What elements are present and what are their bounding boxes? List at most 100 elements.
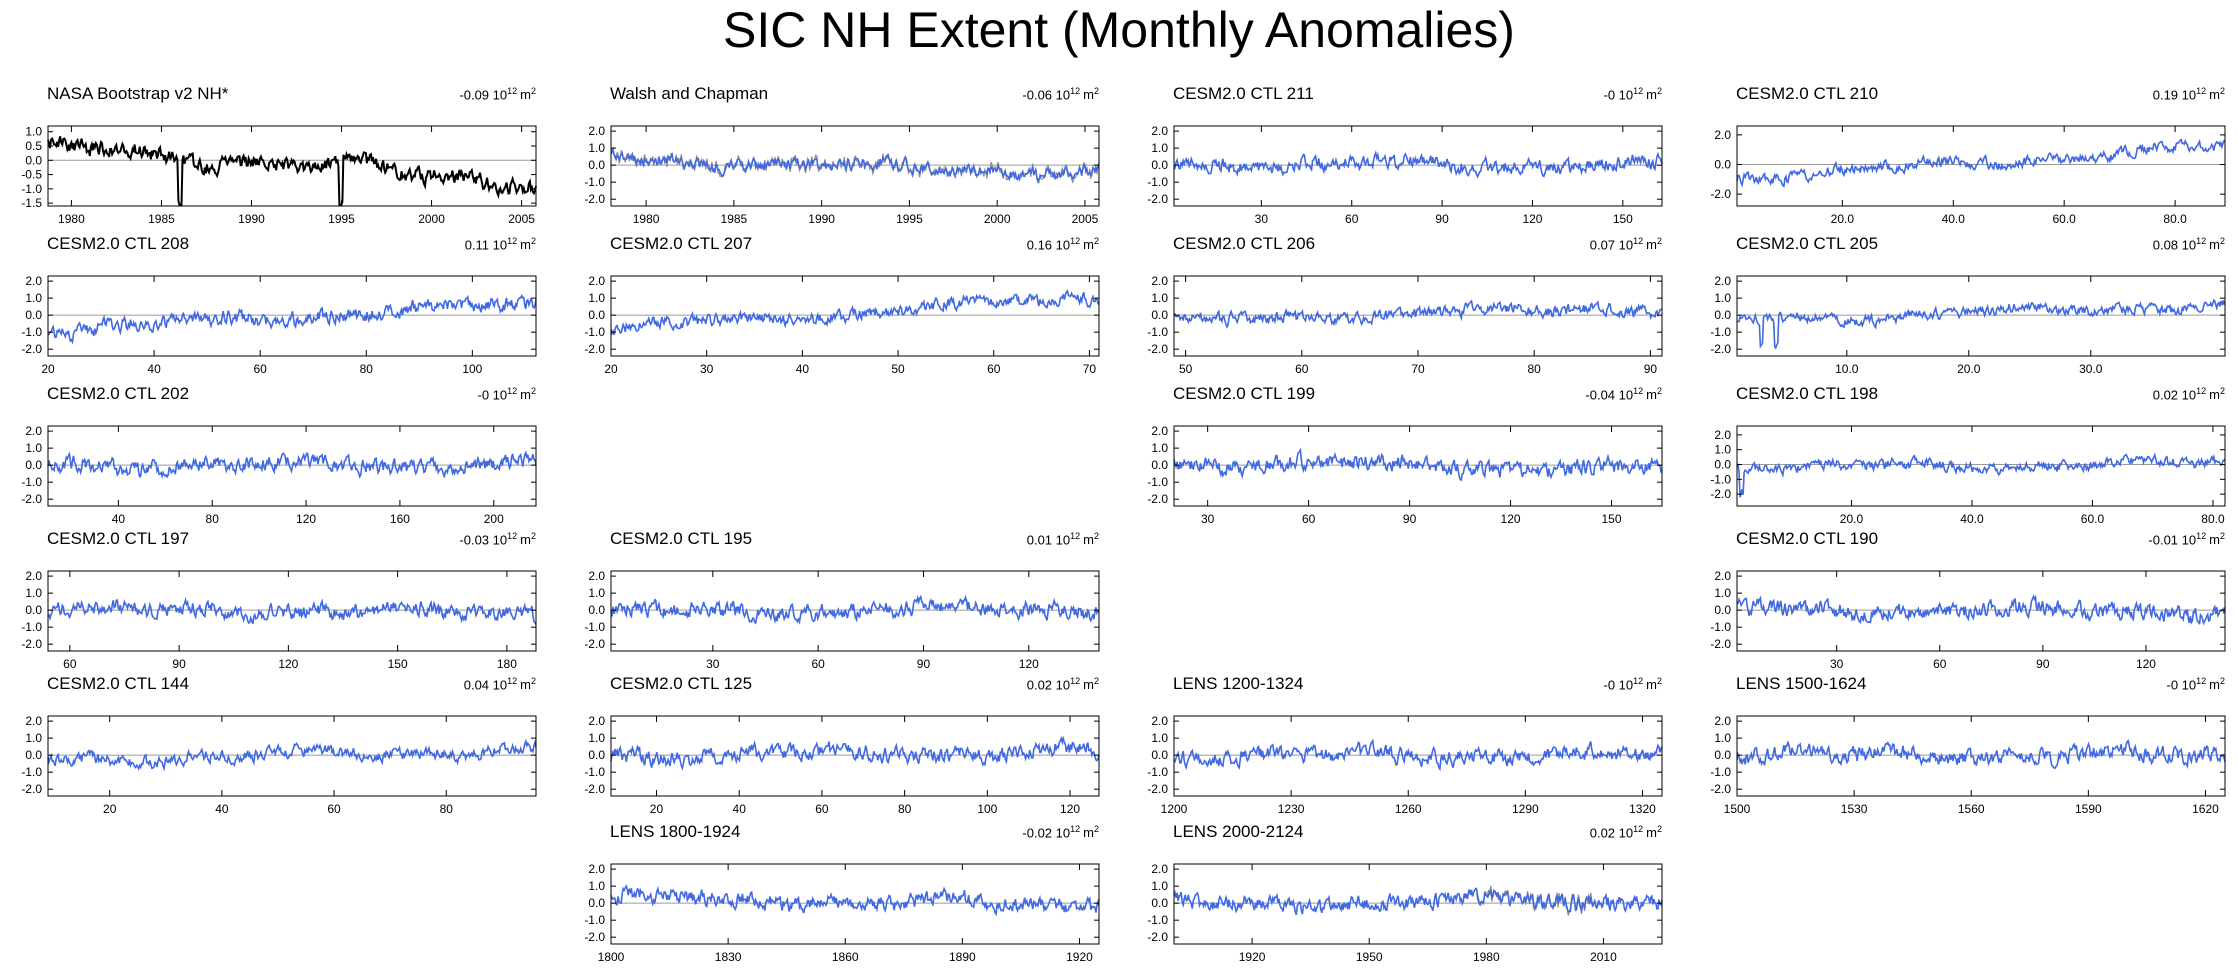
mean-value: -0 (1603, 87, 1619, 103)
y-tick-label: -1.0 (584, 765, 605, 779)
mean-unit-power: 2 (530, 386, 536, 396)
x-tick-label: 1260 (1395, 802, 1422, 816)
panel-mean: 0.16 1012 m2 (1027, 236, 1099, 252)
y-tick-label: 2.0 (588, 274, 605, 288)
x-tick-label: 1530 (1841, 802, 1868, 816)
mean-value: 0.04 (463, 677, 493, 693)
x-tick-label: 30.0 (2079, 362, 2103, 376)
series-line (1736, 298, 2226, 350)
plot-frame (1736, 425, 2226, 507)
panel-plot: 1.00.50.0-0.5-1.0-1.5 1980 1985 1990 1995 200… (21, 125, 537, 226)
x-tick-label: 80 (898, 802, 912, 816)
panel-mean: -0 1012 m2 (1603, 86, 1662, 102)
x-tick-label: 100 (977, 802, 997, 816)
x-tick-label: 1990 (808, 212, 835, 226)
panel-plot: 2.0 1.0 0.0 -1.0 -2.0 20 30 40 50 60 70 (584, 274, 1100, 376)
mean-unit-base: 10 (1618, 387, 1634, 403)
x-tick-label: 40 (215, 802, 229, 816)
mean-value: 0.11 (464, 237, 493, 253)
x-tick-label: 90 (172, 657, 186, 671)
figure-title: SIC NH Extent (Monthly Anomalies) (723, 2, 1515, 58)
panel-plot: 2.0 1.0 0.0 -1.0 -2.0 50 60 70 80 90 (1147, 274, 1663, 376)
mean-unit-exp: 12 (1633, 386, 1644, 396)
y-tick-label: -1.0 (584, 620, 605, 634)
mean-unit-power: 2 (1656, 386, 1662, 396)
y-tick-label: 1.0 (1151, 879, 1168, 893)
chart-panel: CESM2.0 CTL 195 0.01 1012 m2 2.0 1.0 0.0 -1.0-… (563, 525, 1113, 685)
y-tick-label: 0.0 (25, 458, 42, 472)
plot-frame (1736, 275, 2226, 357)
x-tick-label: 120 (1019, 657, 1039, 671)
plot-frame (610, 125, 1100, 207)
mean-unit-base: 10 (2181, 237, 2197, 253)
y-tick-label: 0.5 (25, 139, 42, 153)
y-tick-label: 2.0 (1151, 274, 1168, 288)
panel-plot: 2.0 1.0 0.0 -1.0 -2.0 30 60 90 120 150 (1147, 124, 1663, 226)
y-tick-label: -1.0 (1710, 765, 1731, 779)
panel-plot: 2.01.00.0-1.0-2.0 20.0 40.0 60.0 80.0 (1710, 425, 2226, 526)
x-tick-label: 50 (1179, 362, 1193, 376)
panel-plot: 2.0 1.0 0.0 -1.0 -2.0 30 60 90 120 (584, 569, 1100, 671)
x-tick-label: 100 (462, 362, 482, 376)
y-tick-label: 1.0 (1151, 731, 1168, 745)
y-tick-label: 0.0 (588, 896, 605, 910)
mean-unit-power: 2 (1656, 676, 1662, 686)
y-tick-label: 1.0 (25, 125, 42, 139)
x-tick-label: 1980 (1473, 950, 1500, 964)
x-tick-label: 30 (1201, 512, 1215, 526)
x-tick-label: 1995 (896, 212, 923, 226)
x-tick-label: 1200 (1161, 802, 1188, 816)
y-tick-label: 2.0 (25, 569, 42, 583)
mean-value: 0.08 (2152, 237, 2182, 253)
mean-unit-exp: 12 (1070, 531, 1081, 541)
x-tick-label: 30 (700, 362, 714, 376)
mean-unit-exp: 12 (2196, 386, 2207, 396)
x-tick-label: 1230 (1278, 802, 1305, 816)
series-line (610, 147, 1100, 184)
y-tick-label: 0.0 (1151, 896, 1168, 910)
mean-unit: m (2209, 677, 2220, 693)
series-line (1173, 887, 1663, 916)
y-tick-label: 1.0 (1714, 731, 1731, 745)
panel-plot: 2.0 1.0 0.0 -1.0 -2.0 20 40 60 80 100 120 (584, 714, 1100, 816)
mean-unit-base: 10 (492, 87, 508, 103)
x-tick-label: 40 (147, 362, 161, 376)
x-tick-label: 50 (891, 362, 905, 376)
y-tick-label: 1.0 (1714, 586, 1731, 600)
plot-frame (610, 570, 1100, 652)
mean-unit-base: 10 (492, 532, 508, 548)
y-tick-label: -2.0 (21, 342, 42, 356)
y-tick-label: 1.0 (1151, 441, 1168, 455)
panel-mean: 0.08 1012 m2 (2153, 236, 2225, 252)
mean-unit: m (520, 677, 531, 693)
x-tick-label: 60.0 (2053, 212, 2077, 226)
y-tick-label: -2.0 (1710, 187, 1731, 201)
x-tick-label: 30 (706, 657, 720, 671)
x-tick-label: 60 (63, 657, 77, 671)
x-tick-label: 90 (2036, 657, 2050, 671)
y-tick-label: 1.0 (588, 141, 605, 155)
y-tick-label: 1.0 (25, 291, 42, 305)
mean-unit: m (520, 387, 531, 403)
mean-unit-power: 2 (1093, 531, 1099, 541)
panel-title: LENS 2000-2124 (1173, 822, 1304, 841)
panel-mean: -0 1012 m2 (477, 386, 536, 402)
panel-mean: -0.04 1012 m2 (1585, 386, 1662, 402)
mean-value: -0.01 (2148, 532, 2182, 548)
panel-mean: -0.01 1012 m2 (2148, 531, 2225, 547)
panel-title: CESM2.0 CTL 208 (47, 234, 190, 253)
series-line (47, 294, 537, 345)
x-tick-label: 1800 (598, 950, 625, 964)
x-tick-label: 80 (206, 512, 220, 526)
x-tick-label: 20 (41, 362, 55, 376)
mean-unit-power: 2 (530, 531, 536, 541)
y-tick-label: -1.0 (584, 175, 605, 189)
mean-unit: m (2209, 87, 2220, 103)
plot-frame (610, 863, 1100, 945)
mean-value: -0 (477, 387, 493, 403)
mean-unit: m (520, 532, 531, 548)
plot-frame (1173, 125, 1663, 207)
mean-unit-power: 2 (2219, 386, 2225, 396)
series-line (610, 735, 1100, 771)
